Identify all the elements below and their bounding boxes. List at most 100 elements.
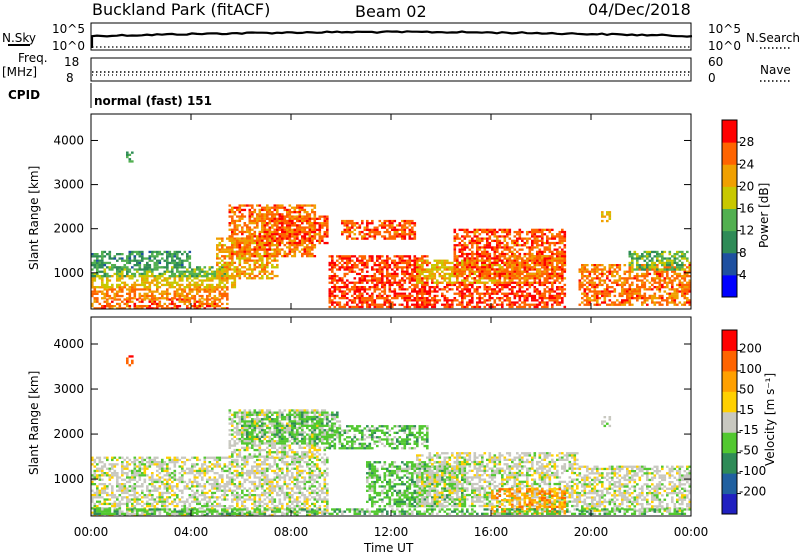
- heatmap-cell: [446, 284, 449, 286]
- heatmap-cell: [239, 268, 242, 270]
- heatmap-cell: [461, 249, 464, 251]
- heatmap-cell: [426, 268, 429, 270]
- heatmap-cell: [371, 235, 374, 237]
- heatmap-cell: [519, 233, 522, 235]
- heatmap-cell: [346, 304, 349, 306]
- heatmap-cell: [459, 238, 462, 240]
- heatmap-cell: [609, 293, 612, 295]
- heatmap-cell: [511, 286, 514, 288]
- heatmap-cell: [654, 301, 657, 303]
- heatmap-cell: [191, 295, 194, 297]
- heatmap-cell: [646, 288, 649, 290]
- heatmap-cell: [311, 218, 314, 220]
- heatmap-cell: [411, 222, 414, 224]
- heatmap-cell: [636, 293, 639, 295]
- heatmap-cell: [501, 284, 504, 286]
- heatmap-cell: [479, 306, 482, 308]
- heatmap-cell: [321, 224, 324, 226]
- heatmap-cell: [439, 288, 442, 290]
- heatmap-cell: [286, 233, 289, 235]
- heatmap-cell: [349, 231, 352, 233]
- heatmap-cell: [491, 257, 494, 259]
- heatmap-cell: [216, 264, 219, 266]
- heatmap-cell: [301, 237, 304, 239]
- heatmap-cell: [459, 251, 462, 253]
- heatmap-cell: [516, 284, 519, 286]
- heatmap-cell: [509, 273, 512, 275]
- heatmap-cell: [669, 301, 672, 303]
- heatmap-cell: [411, 268, 414, 270]
- heatmap-cell: [669, 257, 672, 259]
- heatmap-cell: [414, 262, 417, 264]
- heatmap-cell: [506, 268, 509, 270]
- heatmap-cell: [579, 282, 582, 284]
- heatmap-cell: [386, 262, 389, 264]
- heatmap-cell: [431, 304, 434, 306]
- heatmap-cell: [184, 271, 187, 273]
- heatmap-cell: [134, 255, 137, 257]
- heatmap-cell: [314, 222, 317, 224]
- heatmap-cell: [509, 282, 512, 284]
- heatmap-cell: [479, 233, 482, 235]
- heatmap-cell: [359, 286, 362, 288]
- heatmap-cell: [319, 218, 322, 220]
- heatmap-cell: [414, 233, 417, 235]
- heatmap-cell: [259, 264, 262, 266]
- heatmap-cell: [509, 257, 512, 259]
- heatmap-cell: [344, 284, 347, 286]
- heatmap-cell: [246, 242, 249, 244]
- heatmap-cell: [146, 262, 149, 264]
- heatmap-cell: [336, 279, 339, 281]
- heatmap-cell: [441, 275, 444, 277]
- heatmap-cell: [254, 268, 257, 270]
- heatmap-cell: [116, 291, 119, 293]
- heatmap-cell: [206, 277, 209, 279]
- heatmap-cell: [166, 293, 169, 295]
- heatmap-cell: [171, 301, 174, 303]
- heatmap-cell: [356, 295, 359, 297]
- heatmap-cell: [99, 271, 102, 273]
- heatmap-cell: [266, 253, 269, 255]
- heatmap-cell: [414, 266, 417, 268]
- heatmap-cell: [204, 279, 207, 281]
- heatmap-cell: [686, 301, 689, 303]
- heatmap-cell: [609, 279, 612, 281]
- heatmap-cell: [549, 277, 552, 279]
- heatmap-cell: [221, 266, 224, 268]
- heatmap-cell: [506, 249, 509, 251]
- heatmap-cell: [644, 251, 647, 253]
- heatmap-cell: [521, 257, 524, 259]
- heatmap-cell: [381, 275, 384, 277]
- heatmap-cell: [556, 235, 559, 237]
- heatmap-cell: [134, 303, 137, 305]
- heatmap-cell: [514, 255, 517, 257]
- heatmap-cell: [281, 238, 284, 240]
- heatmap-cell: [529, 253, 532, 255]
- heatmap-cell: [276, 224, 279, 226]
- heatmap-cell: [149, 288, 152, 290]
- heatmap-cell: [296, 238, 299, 240]
- heatmap-cell: [299, 213, 302, 215]
- heatmap-cell: [244, 204, 247, 206]
- heatmap-cell: [391, 273, 394, 275]
- heatmap-cell: [346, 262, 349, 264]
- heatmap-cell: [269, 262, 272, 264]
- heatmap-cell: [149, 291, 152, 293]
- heatmap-cell: [684, 279, 687, 281]
- heatmap-cell: [544, 271, 547, 273]
- heatmap-cell: [476, 286, 479, 288]
- heatmap-cell: [366, 288, 369, 290]
- heatmap-cell: [634, 251, 637, 253]
- heatmap-cell: [249, 218, 252, 220]
- heatmap-cell: [451, 266, 454, 268]
- heatmap-cell: [269, 277, 272, 279]
- heatmap-cell: [131, 277, 134, 279]
- heatmap-cell: [196, 277, 199, 279]
- heatmap-cell: [646, 297, 649, 299]
- heatmap-cell: [261, 242, 264, 244]
- heatmap-cell: [536, 299, 539, 301]
- heatmap-cell: [546, 301, 549, 303]
- heatmap-cell: [554, 235, 557, 237]
- heatmap-cell: [371, 293, 374, 295]
- heatmap-cell: [561, 229, 564, 231]
